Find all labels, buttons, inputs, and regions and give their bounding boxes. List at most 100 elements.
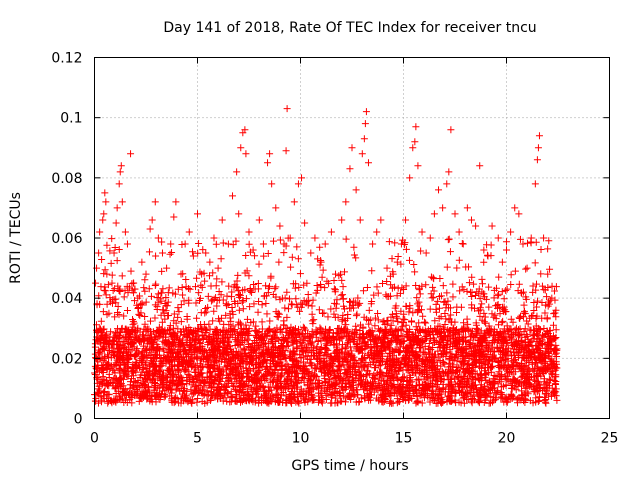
data-point bbox=[544, 245, 552, 253]
data-point bbox=[136, 338, 144, 346]
data-point bbox=[209, 296, 217, 304]
data-point bbox=[488, 310, 496, 318]
data-point bbox=[338, 397, 346, 405]
data-point bbox=[99, 308, 107, 316]
data-point bbox=[269, 344, 277, 352]
data-point bbox=[545, 237, 553, 245]
data-point bbox=[101, 266, 109, 274]
data-point bbox=[532, 286, 540, 294]
data-point bbox=[103, 360, 111, 368]
data-point bbox=[325, 279, 333, 287]
data-point bbox=[223, 302, 231, 310]
data-point bbox=[521, 384, 529, 392]
data-point bbox=[187, 358, 195, 366]
data-point bbox=[280, 249, 288, 257]
data-point bbox=[206, 272, 214, 280]
data-point bbox=[123, 240, 131, 248]
data-point bbox=[507, 228, 515, 236]
data-point bbox=[256, 382, 264, 390]
data-point bbox=[387, 376, 395, 384]
data-point bbox=[297, 299, 305, 307]
data-point bbox=[408, 368, 416, 376]
data-point bbox=[308, 369, 316, 377]
data-point bbox=[360, 333, 368, 341]
data-point bbox=[123, 282, 131, 290]
data-point bbox=[363, 283, 371, 291]
data-point bbox=[324, 338, 332, 346]
data-point bbox=[531, 259, 539, 267]
data-point bbox=[164, 312, 172, 320]
data-point bbox=[538, 314, 546, 322]
data-point bbox=[190, 340, 198, 348]
data-point bbox=[485, 283, 493, 291]
data-point bbox=[375, 362, 383, 370]
data-point bbox=[226, 310, 234, 318]
data-point bbox=[103, 366, 111, 374]
data-point bbox=[300, 363, 308, 371]
data-point bbox=[339, 328, 347, 336]
data-point bbox=[376, 382, 384, 390]
data-point bbox=[523, 264, 531, 272]
data-point bbox=[425, 339, 433, 347]
data-point bbox=[160, 382, 168, 390]
data-point bbox=[506, 325, 514, 333]
data-point bbox=[252, 360, 260, 368]
data-point bbox=[399, 323, 407, 331]
data-point bbox=[500, 362, 508, 370]
data-point bbox=[133, 334, 141, 342]
data-point bbox=[288, 393, 296, 401]
data-point bbox=[422, 319, 430, 327]
data-point bbox=[354, 347, 362, 355]
data-point bbox=[262, 300, 270, 308]
data-point bbox=[267, 386, 275, 394]
data-point bbox=[277, 382, 285, 390]
data-point bbox=[416, 392, 424, 400]
data-point bbox=[172, 319, 180, 327]
data-point bbox=[265, 284, 273, 292]
data-point bbox=[342, 321, 350, 329]
data-point bbox=[402, 321, 410, 329]
data-point bbox=[235, 306, 243, 314]
data-point bbox=[140, 382, 148, 390]
data-point bbox=[101, 352, 109, 360]
data-point bbox=[323, 341, 331, 349]
data-point bbox=[214, 365, 222, 373]
data-point bbox=[547, 390, 555, 398]
data-point bbox=[189, 248, 197, 256]
data-point bbox=[303, 279, 311, 287]
data-point bbox=[502, 375, 510, 383]
data-point bbox=[158, 267, 166, 275]
data-point bbox=[238, 298, 246, 306]
data-point bbox=[288, 355, 296, 363]
data-point bbox=[515, 326, 523, 334]
data-point bbox=[400, 286, 408, 294]
data-point bbox=[178, 377, 186, 385]
data-point bbox=[97, 378, 105, 386]
data-point bbox=[355, 380, 363, 388]
data-point bbox=[338, 276, 346, 284]
data-point bbox=[483, 241, 491, 249]
data-point bbox=[532, 377, 540, 385]
data-point bbox=[368, 267, 376, 275]
data-point bbox=[266, 317, 274, 325]
data-point bbox=[366, 334, 374, 342]
data-point bbox=[281, 304, 289, 312]
data-point bbox=[537, 358, 545, 366]
data-point bbox=[283, 313, 291, 321]
data-point bbox=[360, 386, 368, 394]
data-point bbox=[203, 353, 211, 361]
data-point bbox=[526, 373, 534, 381]
data-point bbox=[244, 387, 252, 395]
data-point bbox=[435, 304, 443, 312]
data-point bbox=[95, 388, 103, 396]
data-point bbox=[408, 318, 416, 326]
data-point bbox=[339, 341, 347, 349]
data-point bbox=[100, 210, 108, 218]
data-point bbox=[94, 385, 102, 393]
data-point bbox=[431, 317, 439, 325]
data-point bbox=[115, 311, 123, 319]
data-point bbox=[405, 356, 413, 364]
data-point bbox=[481, 364, 489, 372]
data-point bbox=[423, 332, 431, 340]
data-point bbox=[308, 302, 316, 310]
